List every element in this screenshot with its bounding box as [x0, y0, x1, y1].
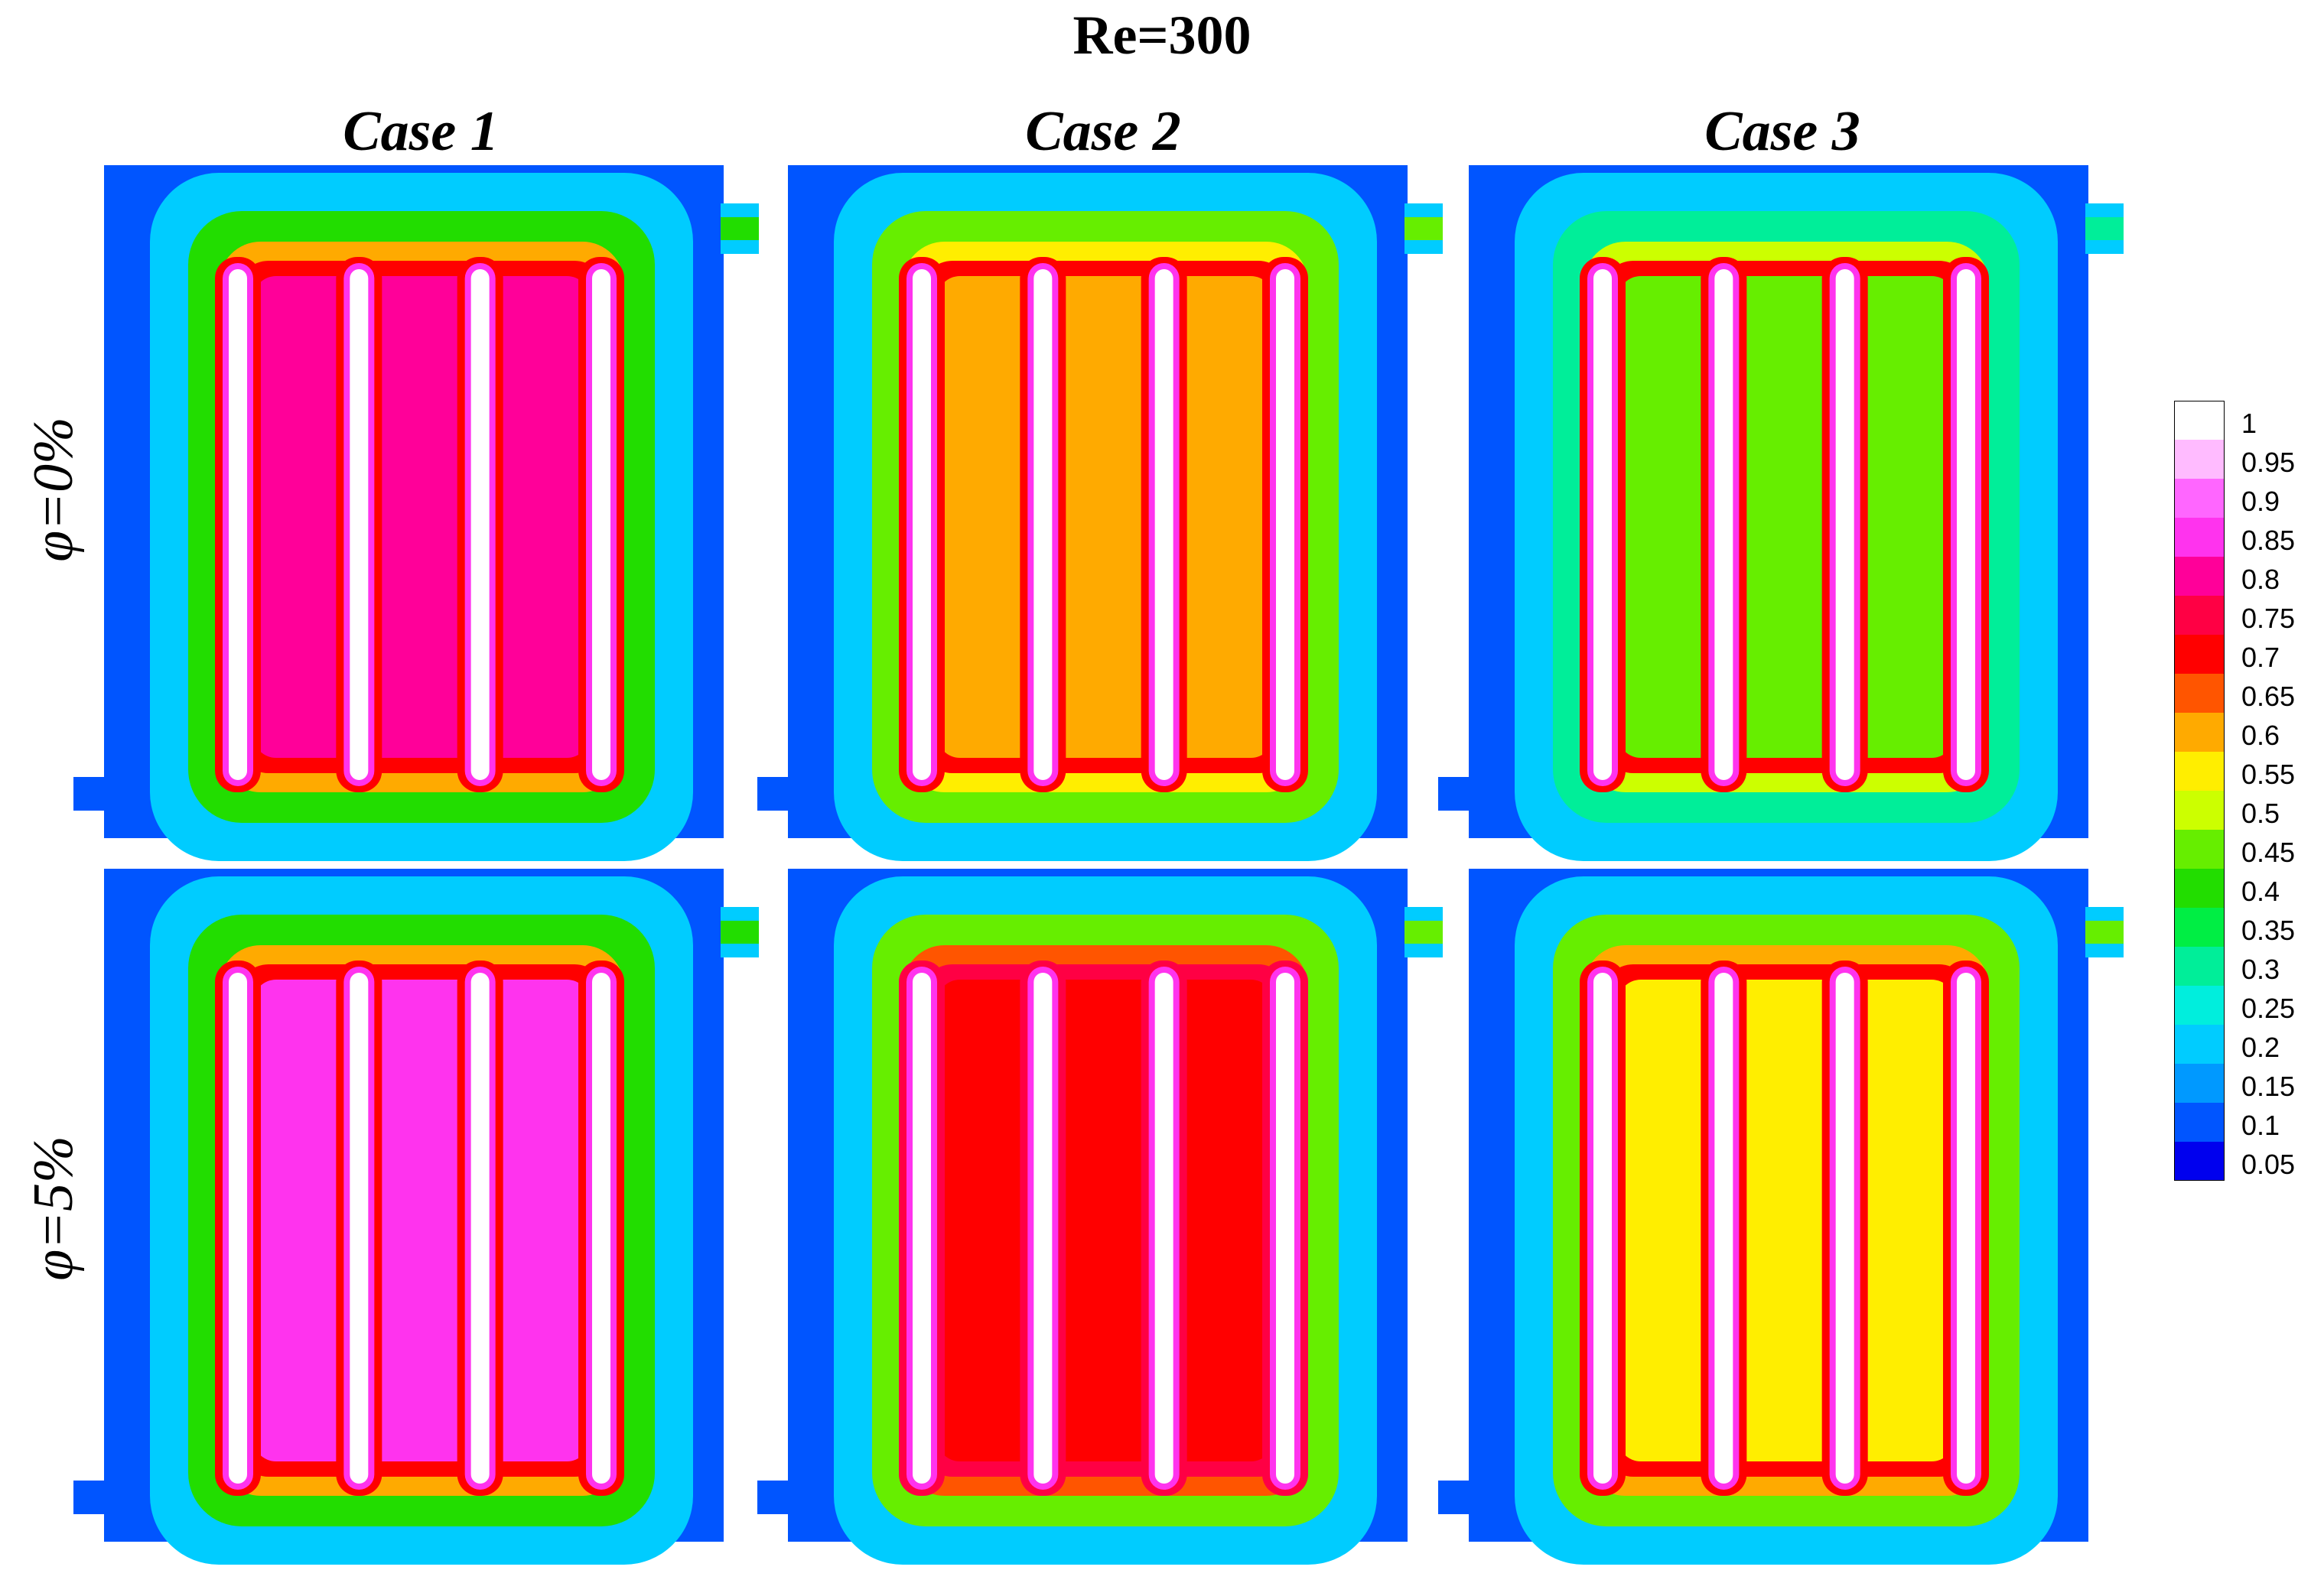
colorbar-tick-label: 0.25 — [2241, 993, 2296, 1024]
heated-fin — [1593, 973, 1612, 1484]
colorbar-segment — [2174, 791, 2225, 830]
outlet-jet — [2085, 217, 2124, 240]
heated-fin — [229, 973, 247, 1484]
colorbar-tick-label: 0.1 — [2241, 1110, 2280, 1141]
heated-fin — [1835, 269, 1854, 780]
colorbar-segment — [2174, 518, 2225, 557]
heated-fin — [1276, 973, 1294, 1484]
heated-fin — [1276, 269, 1294, 780]
colorbar-segment — [2174, 1025, 2225, 1064]
colorbar-tick-label: 0.35 — [2241, 915, 2296, 946]
outlet-jet — [721, 217, 759, 240]
colorbar-tick-label: 0.65 — [2241, 681, 2296, 712]
contour-panel-case-3-phi-5 — [1438, 869, 2124, 1565]
contour-panel-case-2-phi-0 — [757, 165, 1443, 861]
heated-fin — [350, 269, 369, 780]
contour-panel-case-1-phi-0 — [73, 165, 759, 861]
colorbar-segment — [2174, 1103, 2225, 1142]
contour-band-core — [1618, 980, 1955, 1461]
contour-band-core — [937, 980, 1274, 1461]
colorbar-segment — [2174, 557, 2225, 596]
column-label-case-2: Case 2 — [1025, 100, 1181, 163]
heated-fin — [1957, 973, 1975, 1484]
colorbar-segment — [2174, 752, 2225, 791]
colorbar-tick-label: 1 — [2241, 408, 2257, 439]
colorbar-segment — [2174, 1064, 2225, 1103]
colorbar-tick-label: 0.05 — [2241, 1149, 2296, 1180]
heated-fin — [1714, 973, 1733, 1484]
outlet-jet — [2085, 921, 2124, 944]
colorbar-segment — [2174, 830, 2225, 869]
inlet-port — [757, 777, 791, 811]
colorbar-tick-label: 0.3 — [2241, 954, 2280, 985]
heated-fin — [350, 973, 369, 1484]
heated-fin — [1714, 269, 1733, 780]
heated-fin — [1033, 973, 1053, 1484]
colorbar-segment — [2174, 674, 2225, 713]
colorbar-tick-label: 0.75 — [2241, 603, 2296, 634]
contour-band-core — [253, 276, 590, 758]
heated-fin — [229, 269, 247, 780]
colorbar-tick-label: 0.7 — [2241, 642, 2280, 673]
heated-fin — [1154, 973, 1173, 1484]
contour-panel-case-2-phi-5 — [757, 869, 1443, 1565]
heated-fin — [592, 973, 610, 1484]
heated-fin — [1593, 269, 1612, 780]
heated-fin — [913, 269, 931, 780]
colorbar-tick-label: 0.95 — [2241, 447, 2296, 478]
heated-fin — [1957, 269, 1975, 780]
colorbar-segment — [2174, 947, 2225, 986]
heated-fin — [1033, 269, 1053, 780]
colorbar-segment — [2174, 908, 2225, 947]
outlet-jet — [721, 921, 759, 944]
colorbar-tick-label: 0.5 — [2241, 798, 2280, 829]
colorbar-tick-label: 0.85 — [2241, 525, 2296, 556]
colorbar-tick-label: 0.4 — [2241, 876, 2280, 907]
colorbar-tick-label: 0.15 — [2241, 1071, 2296, 1102]
colorbar-segment — [2174, 440, 2225, 479]
inlet-port — [73, 777, 107, 811]
colorbar-segment — [2174, 986, 2225, 1025]
colorbar-tick-label: 0.9 — [2241, 486, 2280, 517]
colorbar-tick-label: 0.2 — [2241, 1032, 2280, 1063]
inlet-port — [1438, 777, 1472, 811]
colorbar-segment — [2174, 479, 2225, 518]
colorbar-segment — [2174, 713, 2225, 752]
outlet-jet — [1404, 921, 1443, 944]
colorbar-segment — [2174, 401, 2225, 440]
colorbar-tick-label: 0.45 — [2241, 837, 2296, 868]
inlet-port — [757, 1481, 791, 1514]
heated-fin — [470, 973, 490, 1484]
contour-band-core — [1618, 276, 1955, 758]
outlet-jet — [1404, 217, 1443, 240]
heated-fin — [1154, 269, 1173, 780]
contour-panel-case-1-phi-5 — [73, 869, 759, 1565]
inlet-port — [73, 1481, 107, 1514]
contour-band-core — [937, 276, 1274, 758]
colorbar-tick-label: 0.55 — [2241, 759, 2296, 790]
colorbar-segment — [2174, 635, 2225, 674]
colorbar-tick-label: 0.6 — [2241, 720, 2280, 751]
contour-panel-case-3-phi-0 — [1438, 165, 2124, 861]
contour-band-core — [253, 980, 590, 1461]
colorbar-segment — [2174, 1142, 2225, 1181]
heated-fin — [470, 269, 490, 780]
colorbar — [2174, 401, 2225, 1181]
column-label-case-1: Case 1 — [343, 100, 499, 163]
heated-fin — [913, 973, 931, 1484]
inlet-port — [1438, 1481, 1472, 1514]
column-label-case-3: Case 3 — [1704, 100, 1860, 163]
colorbar-segment — [2174, 596, 2225, 635]
heated-fin — [1835, 973, 1854, 1484]
figure-title: Re=300 — [1072, 5, 1252, 66]
heated-fin — [592, 269, 610, 780]
colorbar-tick-label: 0.8 — [2241, 564, 2280, 595]
colorbar-segment — [2174, 869, 2225, 908]
